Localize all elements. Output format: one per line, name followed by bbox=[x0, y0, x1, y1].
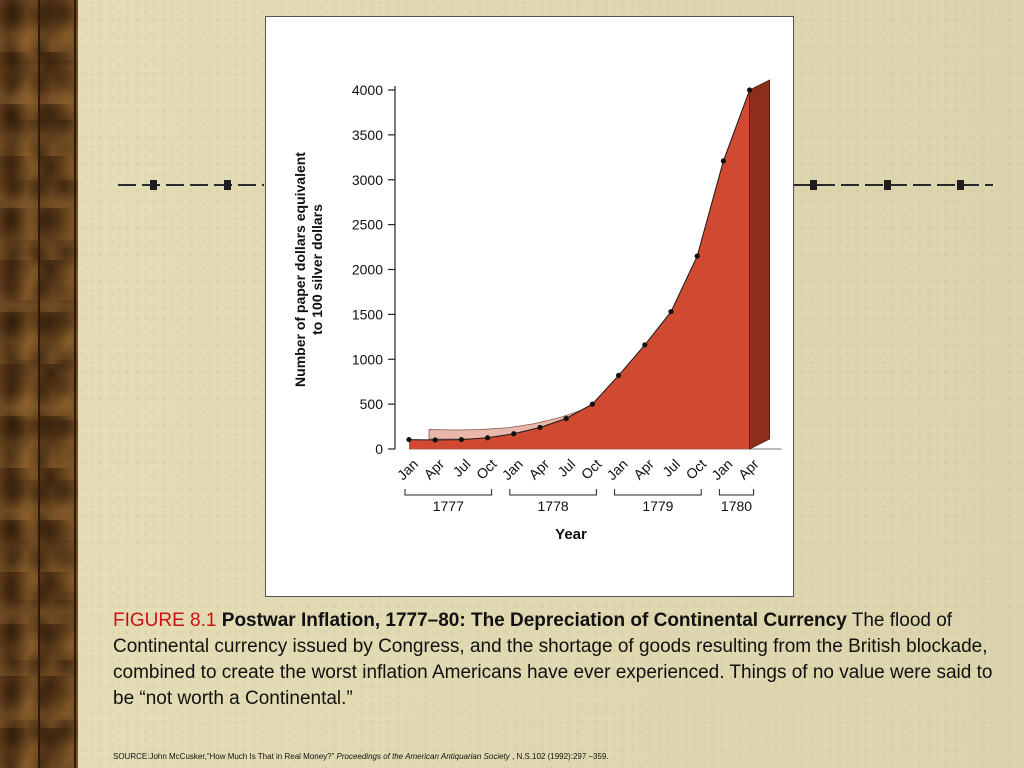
y-axis-label-line: to 100 silver dollars bbox=[309, 204, 325, 335]
y-tick-label: 3000 bbox=[352, 172, 383, 188]
year-bracket bbox=[509, 489, 597, 496]
decorative-square bbox=[224, 180, 231, 190]
decorative-square bbox=[150, 180, 157, 190]
y-axis-label-line: Number of paper dollars equivalent bbox=[292, 152, 308, 387]
source-prefix: SOURCE:John McCusker,“How Much Is That i… bbox=[113, 752, 335, 761]
figure-caption: FIGURE 8.1 Postwar Inflation, 1777–80: T… bbox=[113, 608, 1008, 712]
year-bracket bbox=[718, 489, 755, 496]
area-front-surface bbox=[409, 90, 750, 449]
x-tick-label: Jan bbox=[708, 456, 735, 483]
data-point bbox=[406, 436, 412, 443]
area-side-face bbox=[749, 79, 771, 450]
x-tick-label: Apr bbox=[735, 456, 762, 483]
decorative-square bbox=[957, 180, 964, 190]
data-point bbox=[511, 431, 517, 437]
figure-description: The flood of Continental currency issued… bbox=[113, 610, 993, 709]
decorative-square bbox=[884, 180, 891, 190]
x-axis-label: Year bbox=[555, 526, 587, 543]
x-tick-label: Jul bbox=[450, 456, 474, 480]
source-journal: Proceedings of the American Antiquarian … bbox=[336, 752, 510, 761]
chart-panel: 0 500 1000 1500 2000 2500 3000 3500 4000 Number o… bbox=[265, 16, 794, 597]
x-tick-label: Jan bbox=[603, 456, 630, 483]
data-point bbox=[537, 424, 543, 431]
year-label: 1780 bbox=[721, 498, 752, 514]
source-citation: SOURCE:John McCusker,“How Much Is That i… bbox=[113, 752, 1013, 761]
data-point bbox=[694, 253, 700, 259]
y-axis-label: Number of paper dollars equivalentto 100… bbox=[292, 152, 325, 387]
figure-label: FIGURE 8.1 bbox=[113, 610, 217, 631]
y-tick-label: 0 bbox=[375, 441, 383, 457]
source-suffix: , N.S.102 (1992):297 –359. bbox=[512, 752, 609, 761]
decorative-square bbox=[810, 180, 817, 190]
data-point bbox=[485, 435, 491, 441]
data-point bbox=[616, 372, 622, 379]
inflation-chart: 0 500 1000 1500 2000 2500 3000 3500 4000 Number o… bbox=[292, 79, 782, 543]
year-label: 1779 bbox=[642, 498, 673, 514]
data-point bbox=[432, 437, 438, 443]
x-tick-label: Apr bbox=[525, 456, 552, 483]
data-point bbox=[747, 87, 753, 93]
x-tick-label: Oct bbox=[683, 456, 710, 483]
x-tick-label: Oct bbox=[578, 456, 605, 483]
y-tick-label: 3500 bbox=[352, 127, 383, 143]
year-bracket bbox=[614, 489, 702, 496]
x-tick-label: Jan bbox=[394, 456, 421, 483]
decorative-border bbox=[0, 0, 78, 768]
data-point bbox=[642, 342, 648, 348]
series-line bbox=[408, 89, 751, 441]
y-tick-label: 4000 bbox=[352, 82, 383, 98]
x-tick-label: Apr bbox=[421, 456, 448, 483]
y-tick-label: 2000 bbox=[352, 262, 383, 278]
data-point bbox=[563, 415, 569, 422]
x-tick-label: Jul bbox=[554, 456, 578, 480]
data-point bbox=[668, 309, 674, 315]
y-tick-label: 500 bbox=[360, 396, 384, 412]
x-tick-label: Jul bbox=[659, 456, 683, 480]
data-point bbox=[458, 436, 464, 443]
x-tick-label: Apr bbox=[630, 456, 657, 483]
data-point bbox=[589, 401, 595, 407]
y-tick-label: 1500 bbox=[352, 306, 383, 322]
x-tick-label: Oct bbox=[473, 456, 500, 483]
y-tick-label: 2500 bbox=[352, 217, 383, 233]
border-line bbox=[74, 0, 76, 768]
year-label: 1778 bbox=[538, 498, 569, 514]
x-tick-label: Jan bbox=[499, 456, 526, 483]
data-point bbox=[720, 158, 726, 164]
year-bracket bbox=[404, 489, 493, 496]
decorative-rule-left bbox=[118, 184, 264, 186]
year-label: 1777 bbox=[433, 498, 464, 514]
y-tick-label: 1000 bbox=[352, 351, 383, 367]
decorative-rule-right bbox=[793, 184, 993, 186]
figure-title: Postwar Inflation, 1777–80: The Deprecia… bbox=[221, 610, 847, 631]
border-line bbox=[38, 0, 40, 768]
